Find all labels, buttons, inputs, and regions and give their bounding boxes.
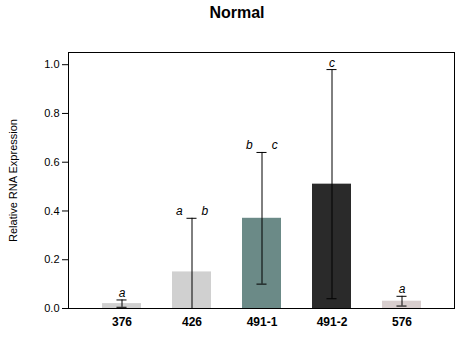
svg-text:576: 576 xyxy=(392,315,412,329)
svg-text:0.8: 0.8 xyxy=(44,107,59,119)
svg-text:a: a xyxy=(399,282,406,296)
svg-text:a: a xyxy=(176,204,183,218)
svg-text:0.0: 0.0 xyxy=(44,302,59,314)
svg-text:1.0: 1.0 xyxy=(44,58,59,70)
svg-text:376: 376 xyxy=(112,315,132,329)
svg-text:0.2: 0.2 xyxy=(44,253,59,265)
svg-text:Relative RNA Expression: Relative RNA Expression xyxy=(7,119,19,242)
svg-text:a: a xyxy=(119,286,126,300)
svg-text:0.6: 0.6 xyxy=(44,156,59,168)
svg-text:b: b xyxy=(246,138,253,152)
svg-text:0.4: 0.4 xyxy=(44,204,59,216)
svg-text:426: 426 xyxy=(182,315,202,329)
svg-text:c: c xyxy=(272,138,278,152)
svg-text:491-2: 491-2 xyxy=(317,315,348,329)
svg-text:491-1: 491-1 xyxy=(247,315,278,329)
svg-text:b: b xyxy=(201,204,208,218)
svg-text:c: c xyxy=(329,56,335,70)
html-text:Normal: Normal xyxy=(209,4,265,21)
